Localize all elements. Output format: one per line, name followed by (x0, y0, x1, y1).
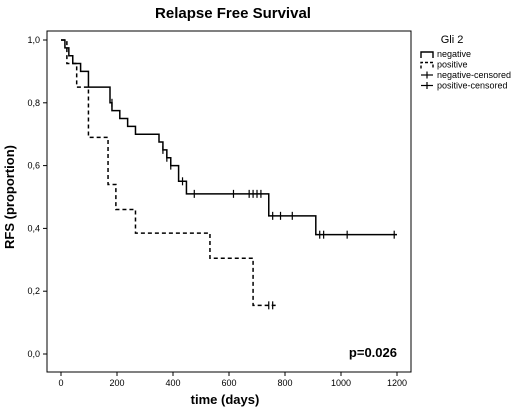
series-layer (61, 39, 397, 310)
legend-item: positive-censored (421, 81, 508, 91)
x-tick-label: 1000 (331, 378, 351, 388)
x-tick-label: 600 (221, 378, 236, 388)
legend-label: positive-censored (437, 81, 508, 91)
y-axis-label: RFS (proportion) (2, 145, 17, 249)
y-axis-ticks: 0,0 0,2 0,4 0,6 0,8 1,0 (27, 35, 47, 359)
legend-swatch (420, 61, 434, 69)
series-line-negative (61, 39, 397, 236)
y-tick-label: 1,0 (27, 35, 40, 45)
legend-label: negative-censored (437, 70, 511, 80)
y-tick-label: 0,8 (27, 98, 40, 108)
y-tick-label: 0,4 (27, 223, 40, 233)
y-tick-label: 0,6 (27, 161, 40, 171)
legend-item: negative-censored (421, 70, 511, 80)
x-tick-label: 0 (58, 378, 63, 388)
y-tick-label: 0,0 (27, 349, 40, 359)
legend-item: positive (420, 60, 468, 70)
legend-label: negative (437, 49, 471, 59)
x-tick-label: 200 (109, 378, 124, 388)
series-line-positive (61, 39, 277, 307)
legend-swatch (420, 51, 434, 58)
x-tick-label: 1200 (387, 378, 407, 388)
x-tick-label: 400 (165, 378, 180, 388)
x-axis-ticks: 0 200 400 600 800 1000 1200 (58, 372, 407, 388)
x-axis-label: time (days) (191, 392, 260, 407)
legend: Gli 2 negativepositivenegative-censoredp… (420, 34, 511, 91)
legend-items: negativepositivenegative-censoredpositiv… (420, 49, 511, 91)
y-tick-label: 0,2 (27, 286, 40, 296)
legend-item: negative (420, 49, 471, 59)
plot-frame (46, 30, 412, 373)
p-value-annotation: p=0.026 (349, 345, 397, 360)
legend-title: Gli 2 (441, 34, 464, 46)
chart-title: Relapse Free Survival (155, 5, 311, 22)
legend-label: positive (437, 60, 468, 70)
x-tick-label: 800 (277, 378, 292, 388)
